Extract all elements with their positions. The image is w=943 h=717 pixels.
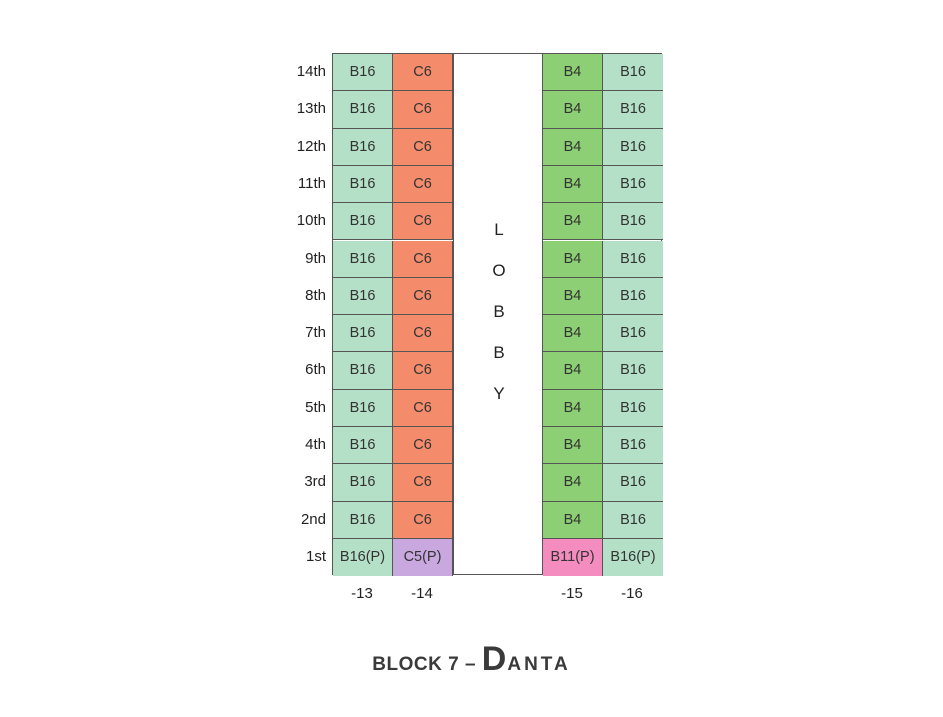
lobby-letter: B <box>493 302 505 321</box>
unit-cell: C6 <box>393 165 453 204</box>
block-name-initial: D <box>481 640 508 678</box>
unit-cell: B16 <box>603 203 663 241</box>
unit-cell: C6 <box>393 501 453 539</box>
unit-cell: B16 <box>603 315 663 353</box>
floor-label: 7th <box>305 324 326 342</box>
unit-cell: B16 <box>603 240 663 278</box>
unit-cell: C5(P) <box>393 538 453 577</box>
column-labels: -13 -14 -15 -16 <box>332 585 662 605</box>
floor-label: 14th <box>296 63 326 80</box>
unit-cell: B16 <box>603 91 663 129</box>
unit-cell: C6 <box>393 315 453 353</box>
unit-cell: C6 <box>393 352 453 390</box>
unit-cell: B16 <box>333 427 393 465</box>
unit-cell: B16 <box>333 128 393 166</box>
floor-label: 4th <box>305 436 326 453</box>
unit-cell: B4 <box>543 352 603 390</box>
unit-cell: B16(P) <box>333 538 393 577</box>
unit-cell: B4 <box>543 203 603 241</box>
unit-cell: B16 <box>333 54 393 92</box>
unit-cell: B16 <box>603 165 663 204</box>
column-label: -16 <box>621 585 643 602</box>
floor-label: 9th <box>305 249 326 267</box>
floor-label: 3rd <box>304 473 326 491</box>
column-label: -14 <box>411 585 433 602</box>
unit-cell: B4 <box>543 128 603 166</box>
floor-label: 10th <box>296 212 326 230</box>
unit-cell: B16 <box>603 464 663 502</box>
unit-cell: B16 <box>333 277 393 316</box>
unit-cell: B4 <box>543 240 603 278</box>
unit-cell: B4 <box>543 389 603 427</box>
unit-cell: C6 <box>393 54 453 92</box>
unit-cell: C6 <box>393 91 453 129</box>
unit-cell: B16 <box>603 501 663 539</box>
unit-cell: B16 <box>333 165 393 204</box>
unit-cell: C6 <box>393 464 453 502</box>
unit-cell: B11(P) <box>543 538 603 577</box>
lobby: L O B B Y <box>453 54 543 574</box>
unit-cell: B16 <box>333 389 393 427</box>
unit-cell: B16 <box>333 315 393 353</box>
column-label: -13 <box>351 585 373 602</box>
unit-cell: B16 <box>333 91 393 129</box>
unit-cell: B4 <box>543 165 603 204</box>
unit-cell: C6 <box>393 203 453 241</box>
floor-label: 5th <box>305 398 326 416</box>
floor-label: 2nd <box>300 510 326 528</box>
unit-cell: B4 <box>543 315 603 353</box>
unit-cell: C6 <box>393 427 453 465</box>
unit-cell: B16 <box>603 427 663 465</box>
unit-cell: B16(P) <box>603 538 663 577</box>
unit-cell: B4 <box>543 464 603 502</box>
unit-cell: B16 <box>333 501 393 539</box>
unit-cell: B4 <box>543 427 603 465</box>
lobby-letter: O <box>492 261 506 280</box>
unit-cell: C6 <box>393 128 453 166</box>
block-title: BLOCK 7 – DANTA <box>0 640 943 679</box>
column-label: -15 <box>561 585 583 602</box>
floor-label: 8th <box>305 286 326 304</box>
unit-cell: B16 <box>603 277 663 316</box>
unit-cell: B4 <box>543 501 603 539</box>
unit-cell: C6 <box>393 277 453 316</box>
unit-cell: B16 <box>333 352 393 390</box>
unit-cell: B16 <box>603 389 663 427</box>
lobby-letter: L <box>494 220 504 239</box>
unit-cell: B16 <box>603 128 663 166</box>
lobby-letter: Y <box>493 384 505 403</box>
block-title-prefix: BLOCK 7 – <box>372 654 482 675</box>
unit-cell: B16 <box>333 240 393 278</box>
unit-cell: B16 <box>333 203 393 241</box>
unit-cell: B4 <box>543 54 603 92</box>
unit-cell: B16 <box>603 352 663 390</box>
floor-label: 13th <box>296 100 326 118</box>
floor-label: 6th <box>305 361 326 379</box>
lobby-letter: B <box>493 343 505 362</box>
floor-label: 12th <box>296 137 326 155</box>
unit-cell: B16 <box>333 464 393 502</box>
floor-label: 11th <box>297 174 326 192</box>
unit-cell: C6 <box>393 240 453 278</box>
block-name-rest: ANTA <box>507 654 571 675</box>
unit-cell: C6 <box>393 389 453 427</box>
unit-cell: B4 <box>543 277 603 316</box>
floor-label: 1st <box>305 547 326 565</box>
unit-cell: B4 <box>543 91 603 129</box>
unit-cell: B16 <box>603 54 663 92</box>
